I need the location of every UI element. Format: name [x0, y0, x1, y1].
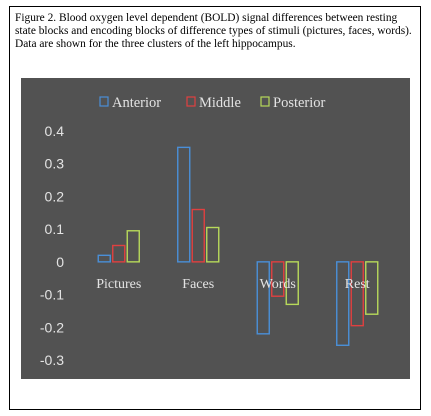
bar-middle-words [271, 261, 285, 297]
chart-background [21, 78, 410, 379]
bar-posterior-faces [206, 226, 220, 263]
category-label-pictures: Pictures [96, 277, 141, 292]
category-label-words: Words [260, 277, 296, 292]
bar-posterior-rest [365, 261, 379, 315]
bar-posterior-pictures [126, 230, 140, 263]
bar-anterior-faces [177, 146, 191, 263]
y-tick-label: 0.1 [45, 221, 65, 237]
legend-swatch-anterior [99, 96, 109, 107]
bar-middle-rest [350, 261, 364, 327]
bar-middle-pictures [112, 244, 126, 263]
figure-caption: Figure 2. Blood oxygen level dependent (… [15, 12, 412, 51]
legend-label-posterior: Posterior [273, 95, 326, 111]
category-label-faces: Faces [182, 277, 214, 292]
y-tick-label: 0.2 [45, 188, 65, 204]
bar-anterior-pictures [97, 254, 111, 263]
y-tick-label: -0.1 [40, 287, 64, 303]
legend-swatch-middle [186, 96, 196, 107]
legend-label-anterior: Anterior [112, 95, 161, 111]
y-tick-label: 0.3 [45, 156, 65, 172]
category-label-rest: Rest [345, 277, 370, 292]
y-tick-label: 0 [56, 254, 64, 270]
bar-anterior-words [256, 261, 270, 335]
bold-signal-chart: Anterior Middle Posterior 0.4 0.3 0.2 0.1 0 -0.1… [21, 78, 410, 379]
y-tick-label: 0.4 [45, 123, 65, 139]
bar-anterior-rest [336, 261, 350, 346]
y-tick-label: -0.3 [40, 352, 64, 368]
chart-container: Anterior Middle Posterior 0.4 0.3 0.2 0.1 0 -0.1… [21, 78, 410, 379]
bar-middle-faces [191, 208, 205, 263]
y-tick-label: -0.2 [40, 319, 64, 335]
bar-posterior-words [285, 261, 299, 306]
legend-label-middle: Middle [199, 95, 241, 111]
legend-swatch-posterior [260, 96, 270, 107]
